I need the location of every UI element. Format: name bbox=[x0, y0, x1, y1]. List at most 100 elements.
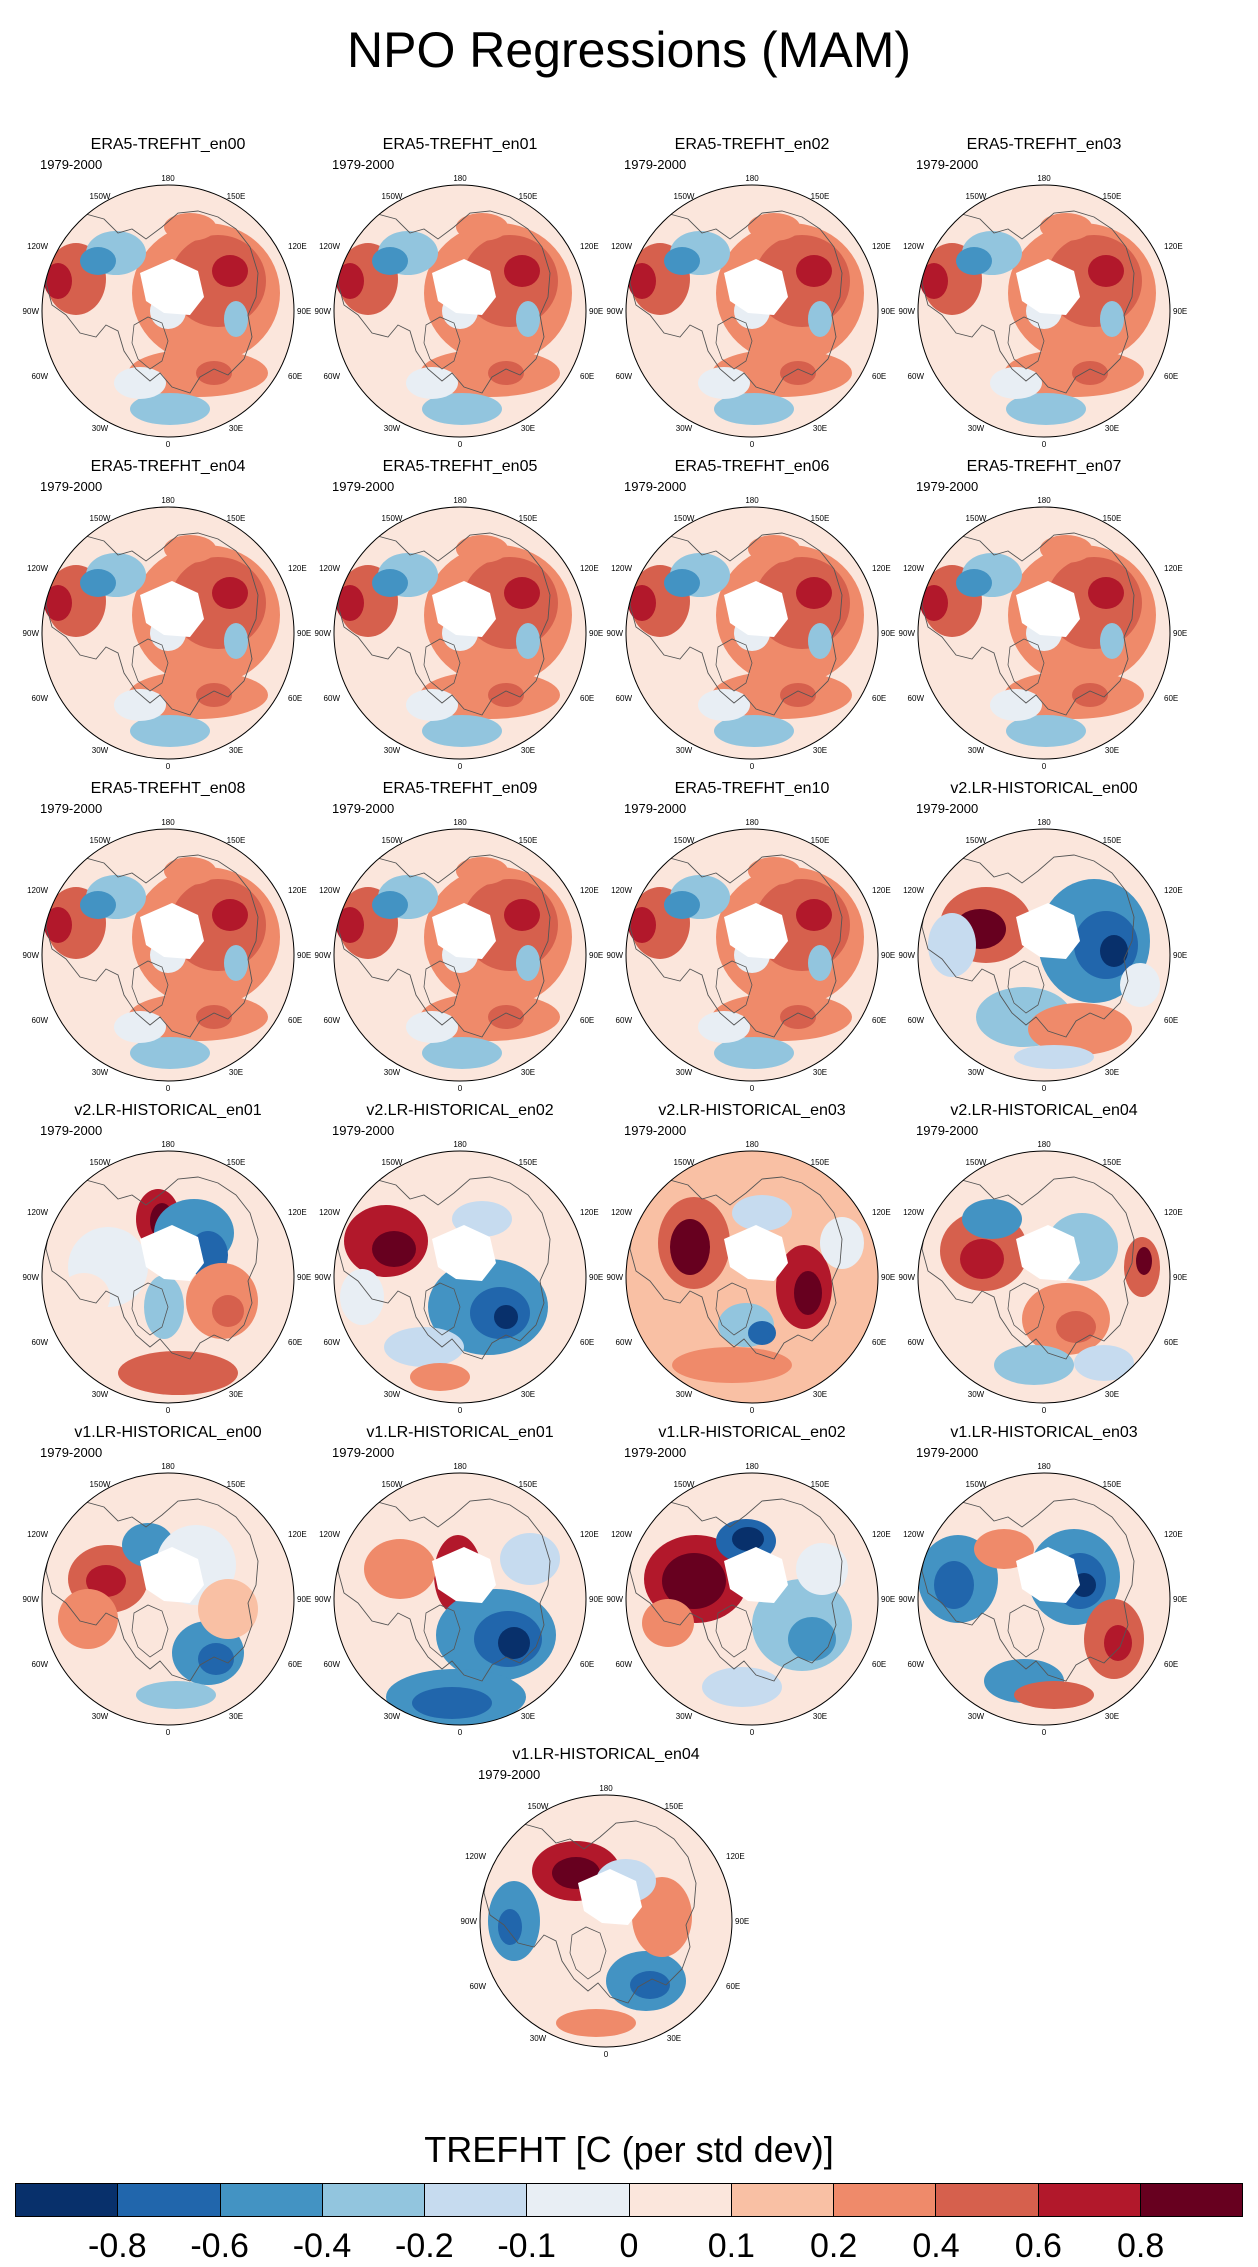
arctic-ocean-mask bbox=[140, 1547, 204, 1603]
longitude-label: 60W bbox=[616, 694, 633, 703]
longitude-label: 120W bbox=[903, 1208, 924, 1217]
polar-map: 180 0 90W 90E 150W 150E 120W 120E 60W 60E 30W 30E bbox=[315, 496, 604, 771]
anomaly-region bbox=[698, 367, 750, 399]
longitude-label: 150W bbox=[382, 1480, 403, 1489]
longitude-label: 150E bbox=[811, 192, 830, 201]
longitude-label: 180 bbox=[599, 1784, 613, 1793]
anomaly-region bbox=[456, 213, 508, 241]
anomaly-region bbox=[384, 1327, 464, 1367]
longitude-label: 0 bbox=[1042, 1084, 1047, 1093]
longitude-label: 90E bbox=[881, 1595, 895, 1604]
colorbar-swatch bbox=[220, 2184, 323, 2216]
longitude-label: 180 bbox=[745, 174, 759, 183]
anomaly-region bbox=[86, 1565, 126, 1597]
longitude-label: 90W bbox=[607, 951, 624, 960]
arctic-ocean-mask bbox=[140, 1225, 204, 1281]
longitude-label: 60W bbox=[32, 1660, 49, 1669]
longitude-label: 120E bbox=[1164, 1530, 1183, 1539]
colorbar-swatch bbox=[118, 2184, 221, 2216]
panel-period: 1979-2000 bbox=[40, 1445, 103, 1460]
longitude-label: 90W bbox=[899, 1273, 916, 1282]
colorbar-tick-label: 0.1 bbox=[707, 2227, 755, 2265]
longitude-label: 90W bbox=[899, 951, 916, 960]
arctic-ocean-mask bbox=[1016, 903, 1080, 959]
panel-period: 1979-2000 bbox=[332, 801, 395, 816]
panel-period: 1979-2000 bbox=[332, 1445, 395, 1460]
map-boundary bbox=[917, 1150, 1171, 1404]
longitude-label: 150E bbox=[519, 1480, 538, 1489]
longitude-label: 30E bbox=[813, 424, 827, 433]
polar-map: 180 0 90W 90E 150W 150E 120W 120E 60W 60E 30W 30E bbox=[899, 1462, 1188, 1737]
coastline bbox=[921, 1498, 1135, 1682]
anomaly-region bbox=[336, 263, 364, 299]
longitude-label: 30E bbox=[229, 1068, 243, 1077]
anomaly-region bbox=[632, 1877, 692, 1957]
anomaly-region bbox=[130, 393, 210, 425]
anomaly-region bbox=[516, 623, 540, 659]
longitude-label: 0 bbox=[1042, 762, 1047, 771]
coastline bbox=[629, 854, 843, 1038]
anomaly-region bbox=[224, 301, 248, 337]
longitude-label: 30W bbox=[92, 1068, 109, 1077]
anomaly-region bbox=[628, 585, 656, 621]
longitude-label: 120E bbox=[872, 1530, 891, 1539]
panel-title: ERA5-TREFHT_en05 bbox=[382, 458, 538, 475]
map-panel: v2.LR-HISTORICAL_en04 1979-2000 180 0 90W 90E… bbox=[898, 1101, 1190, 1421]
longitude-label: 30W bbox=[968, 1390, 985, 1399]
longitude-label: 30W bbox=[676, 1390, 693, 1399]
colorbar-swatch bbox=[629, 2184, 732, 2216]
longitude-label: 0 bbox=[166, 762, 171, 771]
longitude-label: 0 bbox=[750, 440, 755, 449]
arctic-ocean-mask bbox=[1016, 1547, 1080, 1603]
map-boundary bbox=[917, 506, 1171, 760]
polar-map: 180 0 90W 90E 150W 150E 120W 120E 60W 60E 30W 30E bbox=[607, 818, 896, 1093]
longitude-label: 180 bbox=[453, 1140, 467, 1149]
polar-map: 180 0 90W 90E 150W 150E 120W 120E 60W 60E 30W 30E bbox=[899, 496, 1188, 771]
longitude-label: 180 bbox=[1037, 174, 1051, 183]
anomaly-region bbox=[80, 891, 116, 919]
longitude-label: 150E bbox=[227, 836, 246, 845]
map-boundary bbox=[625, 506, 879, 760]
anomaly-region bbox=[196, 361, 232, 385]
longitude-label: 150E bbox=[811, 1158, 830, 1167]
longitude-label: 120E bbox=[1164, 242, 1183, 251]
map-panel: v1.LR-HISTORICAL_en04 1979-2000 180 0 90W 90E… bbox=[460, 1745, 752, 2065]
longitude-label: 120E bbox=[288, 1208, 307, 1217]
longitude-label: 90E bbox=[881, 629, 895, 638]
longitude-label: 180 bbox=[1037, 818, 1051, 827]
longitude-label: 150E bbox=[811, 514, 830, 523]
longitude-label: 180 bbox=[1037, 496, 1051, 505]
longitude-label: 150E bbox=[227, 514, 246, 523]
coastline bbox=[45, 1498, 259, 1682]
polar-map: 180 0 90W 90E 150W 150E 120W 120E 60W 60E 30W 30E bbox=[315, 1140, 604, 1415]
map-panel: ERA5-TREFHT_en07 1979-2000 180 0 90W 90E 150W 1… bbox=[898, 457, 1190, 777]
longitude-label: 120W bbox=[319, 1208, 340, 1217]
anomaly-region bbox=[224, 623, 248, 659]
panel-title: ERA5-TREFHT_en07 bbox=[966, 458, 1122, 475]
longitude-label: 60E bbox=[580, 1338, 594, 1347]
map-boundary bbox=[625, 1150, 879, 1404]
colorbar bbox=[15, 2183, 1243, 2217]
longitude-label: 150W bbox=[966, 192, 987, 201]
greenland-outline bbox=[1007, 316, 1045, 370]
longitude-label: 120W bbox=[27, 1530, 48, 1539]
anomaly-region bbox=[144, 1275, 184, 1339]
longitude-label: 120E bbox=[872, 564, 891, 573]
anomaly-region bbox=[118, 1351, 238, 1395]
anomaly-region bbox=[340, 1269, 384, 1325]
anomaly-region bbox=[336, 585, 364, 621]
longitude-label: 60E bbox=[288, 694, 302, 703]
longitude-label: 90W bbox=[315, 1273, 332, 1282]
coastline bbox=[629, 210, 843, 394]
longitude-label: 120W bbox=[903, 886, 924, 895]
longitude-label: 90E bbox=[881, 1273, 895, 1282]
longitude-label: 180 bbox=[453, 1462, 467, 1471]
longitude-label: 30E bbox=[813, 1068, 827, 1077]
anomaly-region bbox=[662, 1553, 726, 1609]
longitude-label: 30E bbox=[813, 1390, 827, 1399]
anomaly-region bbox=[406, 689, 458, 721]
coastline bbox=[483, 1820, 697, 2004]
polar-map: 180 0 90W 90E 150W 150E 120W 120E 60W 60E 30W 30E bbox=[315, 1462, 604, 1737]
panel-period: 1979-2000 bbox=[40, 479, 103, 494]
longitude-label: 0 bbox=[166, 1406, 171, 1415]
